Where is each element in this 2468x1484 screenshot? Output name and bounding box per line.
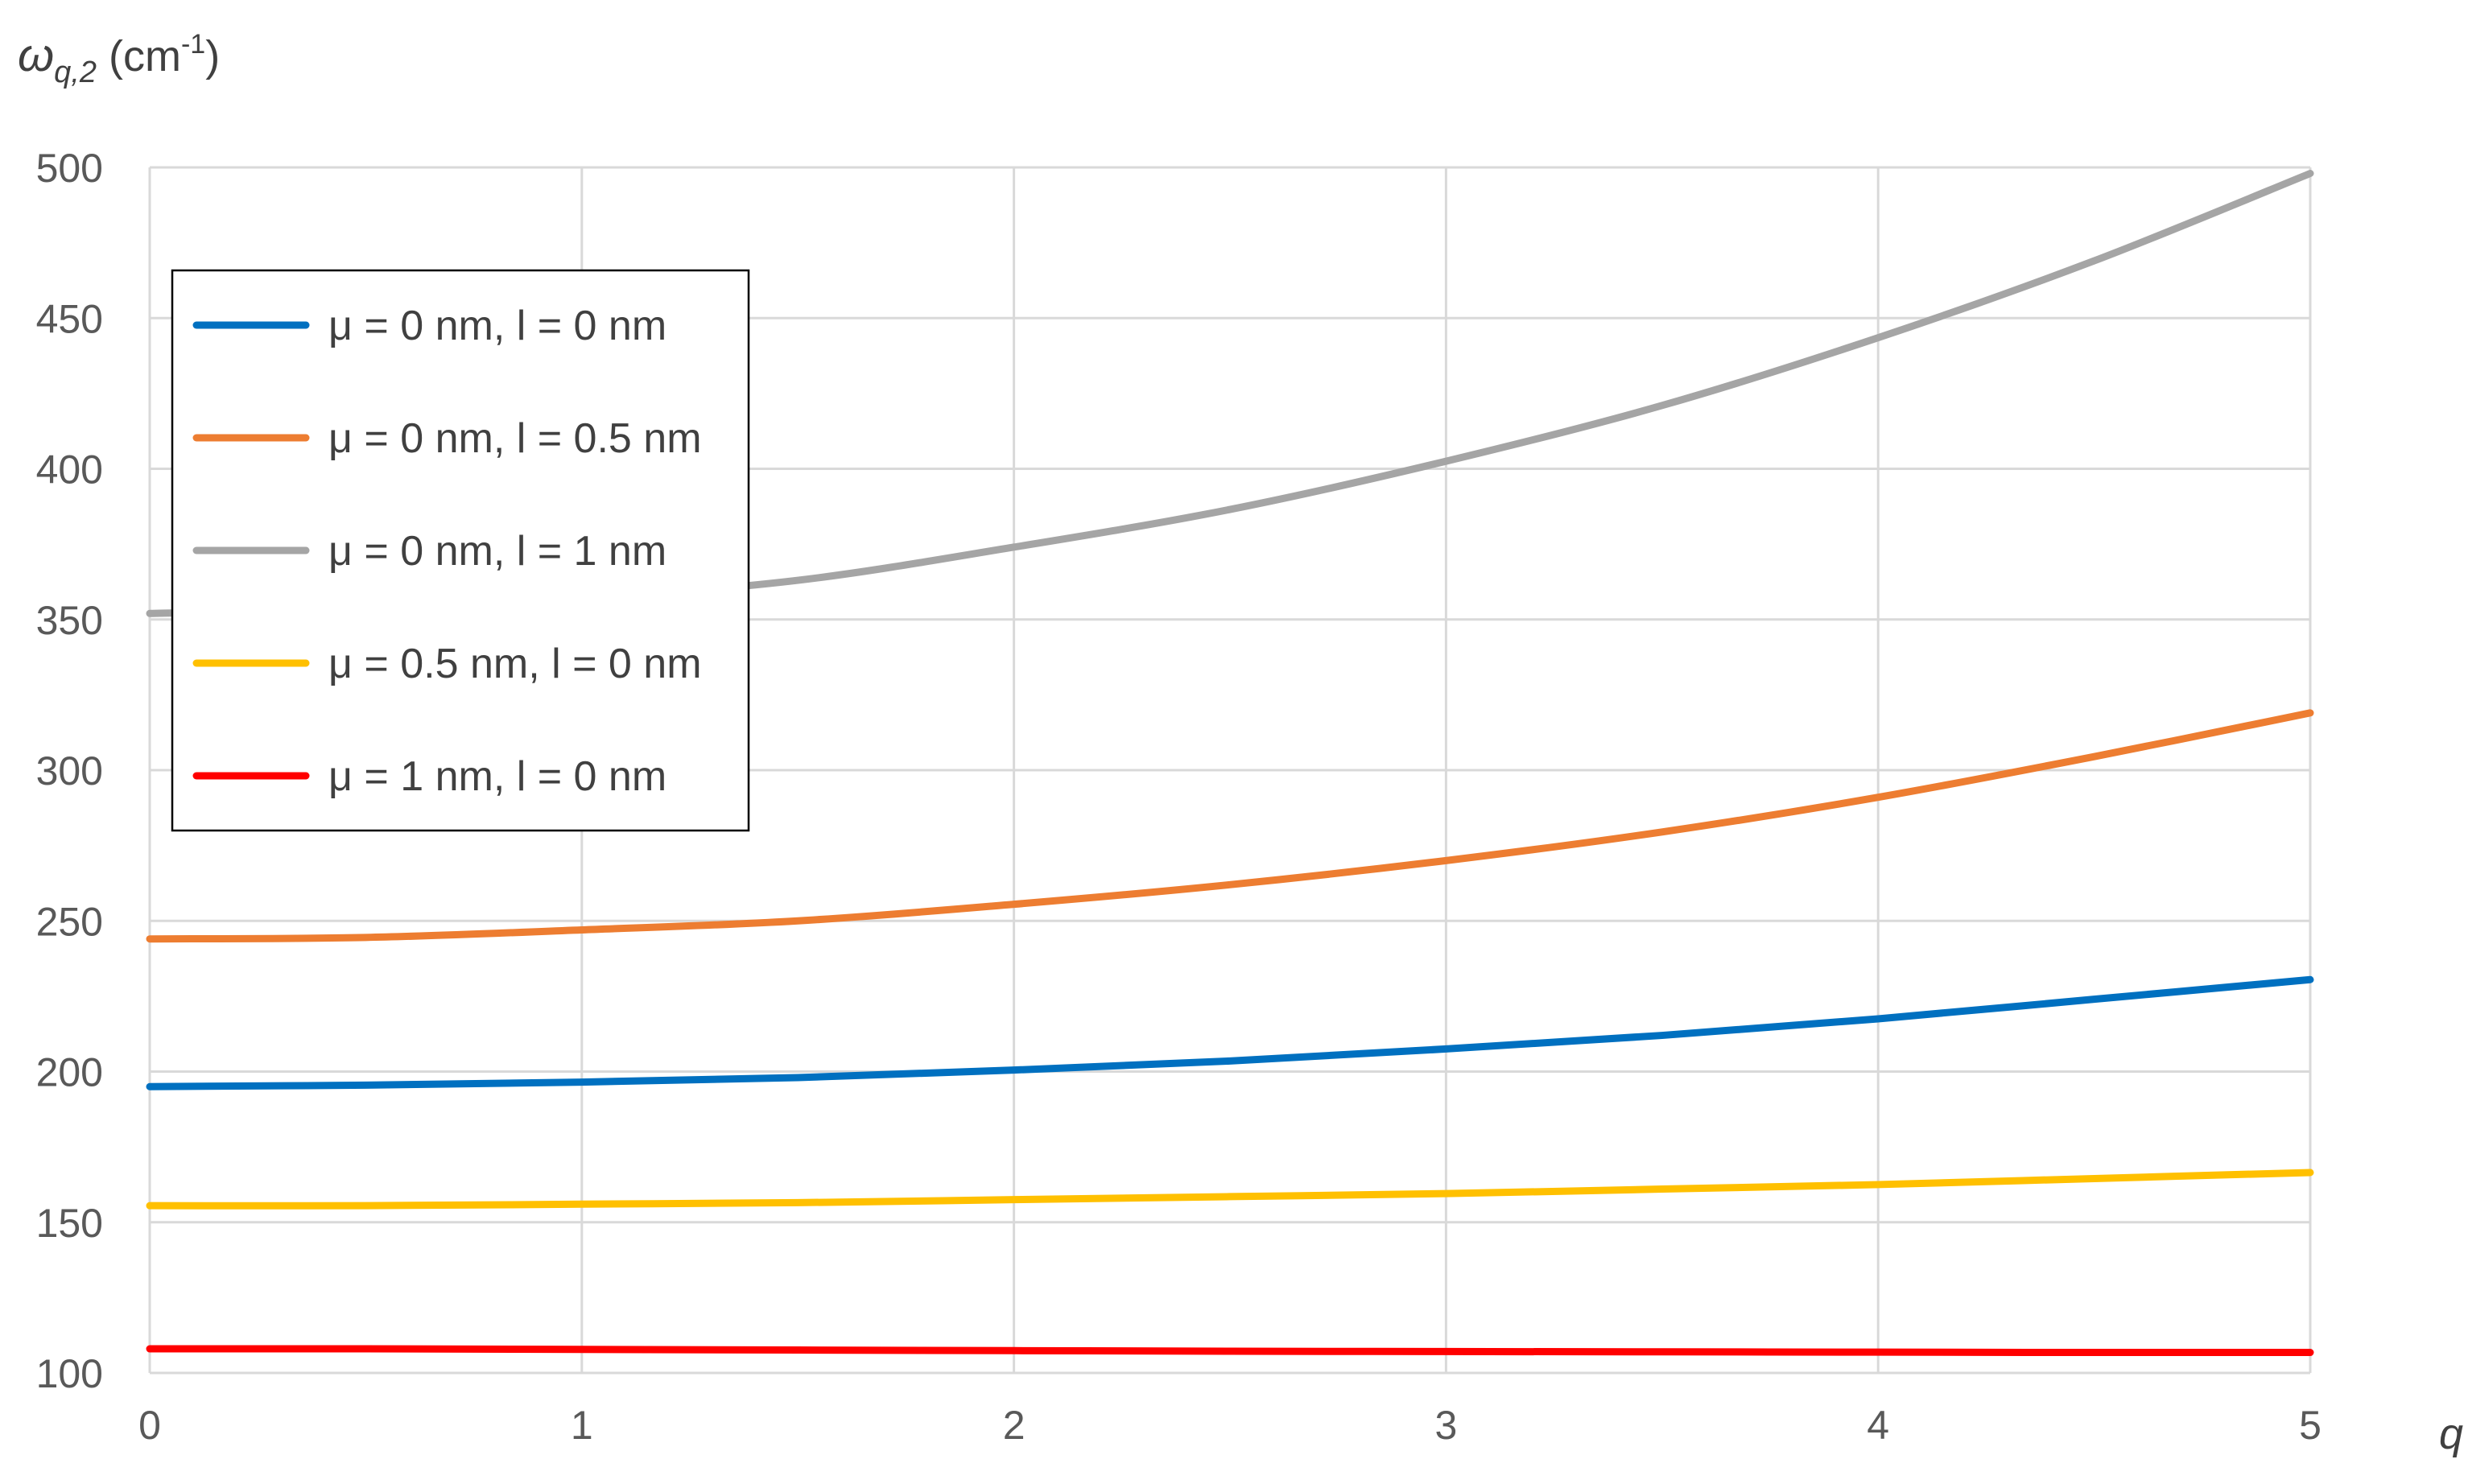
series-line-4	[146, 1169, 2314, 1210]
legend-label-5: μ = 1 nm, l = 0 nm	[328, 753, 667, 800]
series-line-2	[146, 709, 2314, 943]
legend-label-2: μ = 0 nm, l = 0.5 nm	[328, 415, 702, 462]
series-line-1	[146, 975, 2314, 1090]
series-lines	[146, 169, 2314, 1357]
y-tick-label: 400	[36, 447, 103, 493]
y-tick-label: 250	[36, 899, 103, 944]
x-tick-label: 2	[1003, 1403, 1026, 1448]
y-axis-unit: (cm	[97, 32, 181, 80]
y-tick-label: 350	[36, 598, 103, 643]
y-axis-subscript: q,2	[54, 56, 97, 89]
x-tick-label: 1	[571, 1403, 593, 1448]
legend-label-4: μ = 0.5 nm, l = 0 nm	[328, 641, 702, 687]
x-tick-label: 5	[2299, 1403, 2321, 1448]
y-tick-label: 300	[36, 748, 103, 794]
x-tick-label: 0	[138, 1403, 161, 1448]
y-tick-label: 150	[36, 1201, 103, 1246]
legend: μ = 0 nm, l = 0 nm μ = 0 nm, l = 0.5 nm μ …	[171, 269, 750, 832]
y-axis-title: ωq,2 (cm-1)	[18, 29, 220, 89]
x-axis-tick-labels: 0 1 2 3 4 5	[138, 1403, 2321, 1448]
legend-label-3: μ = 0 nm, l = 1 nm	[328, 528, 667, 575]
series-line-5	[146, 1345, 2314, 1357]
legend-label-1: μ = 0 nm, l = 0 nm	[328, 303, 667, 349]
y-tick-label: 100	[36, 1351, 103, 1396]
x-tick-label: 3	[1434, 1403, 1457, 1448]
y-tick-label: 200	[36, 1050, 103, 1095]
y-axis-unit-close: )	[205, 32, 220, 80]
y-axis-unit-exponent: -1	[181, 29, 205, 60]
x-tick-label: 4	[1867, 1403, 1889, 1448]
y-axis-tick-labels: 100 150 200 250 300 350 400 450 500	[36, 146, 103, 1396]
y-axis-symbol: ω	[18, 29, 54, 81]
y-tick-label: 500	[36, 146, 103, 191]
x-axis-title: q	[2439, 1410, 2463, 1458]
y-tick-label: 450	[36, 296, 103, 341]
